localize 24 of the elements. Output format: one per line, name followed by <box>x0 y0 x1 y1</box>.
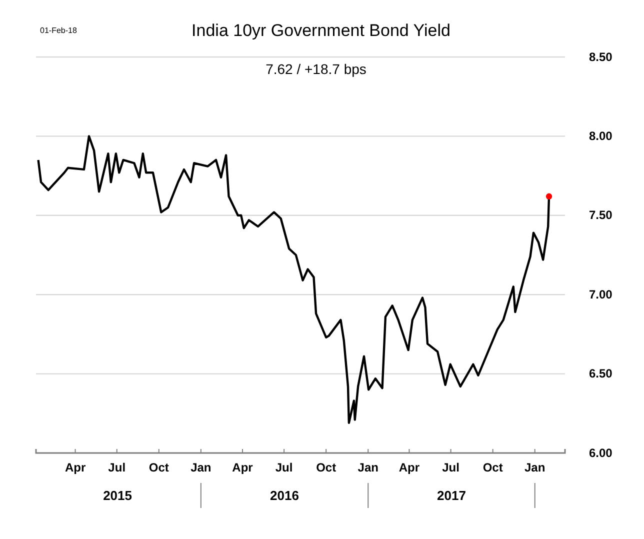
chart-title: India 10yr Government Bond Yield <box>192 21 450 40</box>
text: 2017 <box>437 488 466 503</box>
y-tick-label: 6.50 <box>589 366 613 381</box>
text: 2016 <box>270 488 299 503</box>
x-tick-label: Jul <box>442 460 460 475</box>
x-tick-label: Jan <box>358 460 378 475</box>
x-tick-label: Jul <box>275 460 293 475</box>
y-tick-label: 8.50 <box>589 50 613 64</box>
y-tick-label: 7.00 <box>589 287 613 302</box>
text: 2015 <box>103 488 132 503</box>
x-tick-label: Apr <box>398 460 420 475</box>
x-tick-label: Oct <box>148 460 169 475</box>
chart-subtitle: 7.62 / +18.7 bps <box>266 61 366 77</box>
x-tick-label: Oct <box>316 460 336 475</box>
x-tick-label: Jan <box>190 460 212 475</box>
y-tick-label: 8.00 <box>589 129 613 144</box>
x-tick-label: Jan <box>524 460 546 475</box>
x-tick-label: Apr <box>64 460 86 475</box>
y-tick-label: 7.50 <box>589 208 613 222</box>
x-tick-label: Oct <box>482 460 503 475</box>
x-tick-label: Jul <box>108 460 126 475</box>
y-tick-label: 6.00 <box>589 446 613 460</box>
x-tick-label: Apr <box>232 460 254 475</box>
text: 01-Feb-18 <box>40 26 78 35</box>
